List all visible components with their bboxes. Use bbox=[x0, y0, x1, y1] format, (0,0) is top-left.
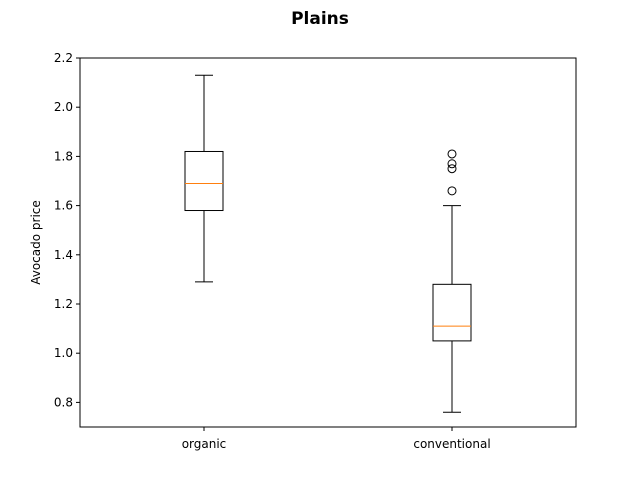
y-tick-label: 2.2 bbox=[54, 51, 73, 65]
y-tick-label: 1.2 bbox=[54, 297, 73, 311]
y-tick-label: 1.8 bbox=[54, 149, 73, 163]
outlier-point bbox=[447, 149, 457, 159]
y-axis: 0.8 1.0 1.2 1.4 1.6 1.8 2.0 2.2 bbox=[54, 51, 80, 409]
y-tick-label: 1.6 bbox=[54, 199, 73, 213]
y-axis-label: Avocado price bbox=[29, 200, 43, 285]
x-tick-label: conventional bbox=[413, 437, 490, 451]
plot-area bbox=[79, 57, 577, 428]
iqr-box bbox=[184, 150, 224, 212]
iqr-box bbox=[432, 283, 472, 342]
y-tick-label: 0.8 bbox=[54, 395, 73, 409]
y-tick-label: 1.0 bbox=[54, 346, 73, 360]
y-tick-label: 1.4 bbox=[54, 248, 73, 262]
outlier-point bbox=[447, 164, 457, 174]
y-tick-label: 2.0 bbox=[54, 100, 73, 114]
x-axis: organic conventional bbox=[182, 427, 491, 451]
chart-title: Plains bbox=[291, 9, 349, 29]
x-tick-label: organic bbox=[182, 437, 227, 451]
box-group bbox=[184, 74, 472, 413]
outlier-point bbox=[447, 159, 457, 169]
outlier-point bbox=[447, 186, 457, 196]
